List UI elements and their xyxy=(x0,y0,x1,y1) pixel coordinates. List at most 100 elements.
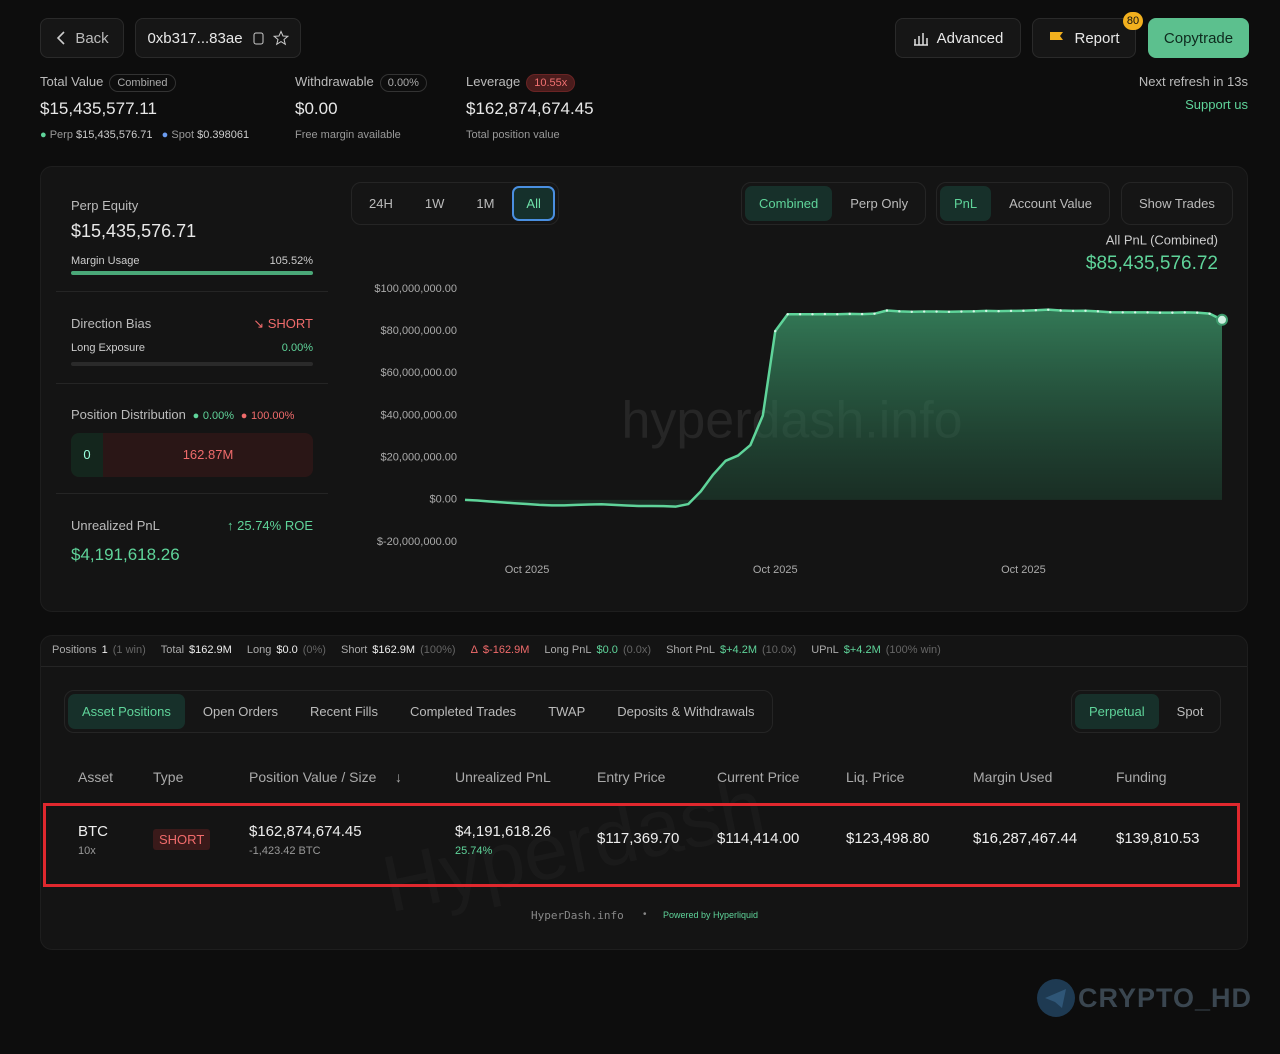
range-tabs: 24H 1W 1M All xyxy=(351,182,559,225)
funding: $139,810.53 xyxy=(1116,830,1200,847)
spot-value: $0.398061 xyxy=(197,129,250,141)
point xyxy=(848,312,851,316)
perp-value: $15,435,576.71 xyxy=(76,129,153,141)
mode-tab[interactable]: Perp Only xyxy=(850,196,909,211)
exposure-bar xyxy=(71,362,313,366)
metric-tab[interactable]: Account Value xyxy=(1009,196,1093,211)
range-tab[interactable]: All xyxy=(512,186,555,221)
position-tab[interactable]: Recent Fills xyxy=(310,704,378,719)
column-header[interactable]: Type xyxy=(153,769,184,785)
distribution-label: Position Distribution ● 0.00% ● 100.00% xyxy=(71,407,294,422)
perp-dot: ● xyxy=(40,129,47,141)
equity-label: Perp Equity xyxy=(71,198,139,213)
x-tick-label: Oct 2025 xyxy=(1001,564,1046,576)
stat: Δ $-162.9M xyxy=(471,644,530,656)
spot-label: Spot xyxy=(171,129,195,141)
stat-label: Δ xyxy=(470,644,478,656)
position-tab[interactable]: Completed Trades xyxy=(409,704,517,719)
column-header[interactable]: Unrealized PnL xyxy=(455,769,551,785)
footer-powered[interactable]: Powered by Hyperliquid xyxy=(663,910,759,920)
advanced-button[interactable]: Advanced xyxy=(895,18,1021,58)
range-tab[interactable]: 1M xyxy=(476,196,495,211)
total-tag: Combined xyxy=(109,74,176,92)
position-tab[interactable]: TWAP xyxy=(548,704,586,719)
y-tick-label: $60,000,000.00 xyxy=(381,367,457,379)
total-breakdown: ● Perp $15,435,576.71 ● Spot $0.398061 xyxy=(40,129,249,141)
leverage-value: $162,874,674.45 xyxy=(466,99,594,118)
market-tab[interactable]: Perpetual xyxy=(1075,694,1159,729)
market-tabs: Perpetual Spot xyxy=(1071,690,1222,733)
copy-icon[interactable] xyxy=(251,31,265,45)
copytrade-button[interactable]: Copytrade xyxy=(1148,18,1249,58)
mode-tab[interactable]: Combined xyxy=(745,186,833,221)
footer-site[interactable]: HyperDash.info xyxy=(531,909,624,922)
column-header[interactable]: Asset xyxy=(78,769,114,785)
column-header[interactable]: Entry Price xyxy=(597,769,666,785)
point xyxy=(898,310,901,313)
point xyxy=(1158,311,1162,314)
leverage-note: Total position value xyxy=(466,129,560,141)
position-tab[interactable]: Asset Positions xyxy=(68,694,185,729)
upnl-label: Unrealized PnL xyxy=(71,518,160,533)
point xyxy=(1022,309,1025,312)
address-button[interactable]: 0xb317...83ae xyxy=(135,18,301,58)
stat: Total $162.9M xyxy=(161,644,232,656)
withdrawable-label: Withdrawable 0.00% xyxy=(295,74,427,92)
back-button[interactable]: Back xyxy=(40,18,124,58)
column-header[interactable]: Current Price xyxy=(717,769,800,785)
highlight-box xyxy=(43,803,1240,887)
margin-used: $16,287,467.44 xyxy=(973,830,1078,847)
support-link[interactable]: Support us xyxy=(1185,97,1248,112)
point xyxy=(972,310,976,313)
stat-label: Short xyxy=(340,644,368,656)
range-tab[interactable]: 24H xyxy=(369,196,393,211)
liq-price: $123,498.80 xyxy=(846,830,930,847)
column-header[interactable]: Funding xyxy=(1116,769,1167,785)
stat-value: $162.9M xyxy=(372,644,416,656)
point xyxy=(1171,311,1174,314)
y-tick-label: $20,000,000.00 xyxy=(381,452,457,464)
report-button[interactable]: Report xyxy=(1032,18,1136,58)
stat-label: UPnL xyxy=(811,644,839,656)
short-amount: 162.87M xyxy=(182,447,234,462)
point xyxy=(947,310,951,313)
long-pct: 0.00% xyxy=(202,410,235,422)
point xyxy=(997,309,1000,313)
asset: BTC xyxy=(78,823,108,840)
x-tick-label: Oct 2025 xyxy=(505,564,550,576)
show-trades[interactable]: Show Trades xyxy=(1121,182,1233,225)
mode-tabs: Combined Perp Only xyxy=(741,182,927,225)
watermark: CRYPTO_HD xyxy=(1078,983,1253,1013)
column-header[interactable]: Margin Used xyxy=(973,769,1053,785)
star-icon[interactable] xyxy=(272,30,289,46)
position-tab[interactable]: Deposits & Withdrawals xyxy=(617,704,755,719)
bias-value: ↘ SHORT xyxy=(253,316,313,332)
headline-label: All PnL (Combined) xyxy=(1106,232,1218,247)
point xyxy=(1047,308,1050,311)
stat-note: (1 win) xyxy=(112,644,146,656)
point xyxy=(774,329,777,333)
long-dot: ● xyxy=(189,410,200,422)
total-label-text: Total Value xyxy=(40,74,104,89)
unrealized-pnl-pct: 25.74% xyxy=(455,845,493,857)
position-tab[interactable]: Open Orders xyxy=(202,704,279,719)
market-tab[interactable]: Spot xyxy=(1176,704,1204,719)
metric-tab[interactable]: PnL xyxy=(940,186,992,221)
telegram-logo xyxy=(1037,979,1075,1017)
column-header[interactable]: Position Value / Size xyxy=(249,769,377,785)
point xyxy=(1183,311,1186,314)
y-tick-label: $100,000,000.00 xyxy=(374,283,457,295)
stat: UPnL $+4.2M (100% win) xyxy=(811,644,941,656)
refresh-note: Next refresh in 13s xyxy=(1138,74,1248,89)
long-exposure-value: 0.00% xyxy=(281,342,313,354)
positions-card xyxy=(40,635,1248,950)
sort-icon[interactable]: ↓ xyxy=(395,769,402,785)
leverage-label-text: Leverage xyxy=(466,74,521,89)
point xyxy=(1195,311,1199,314)
point xyxy=(860,312,864,316)
column-header[interactable]: Liq. Price xyxy=(846,769,905,785)
position-value: $162,874,674.45 xyxy=(249,823,362,840)
pnl-chart: hyperdash.info All PnL (Combined) $85,43… xyxy=(374,232,1228,576)
equity-value: $15,435,576.71 xyxy=(71,221,197,241)
range-tab[interactable]: 1W xyxy=(424,196,445,211)
